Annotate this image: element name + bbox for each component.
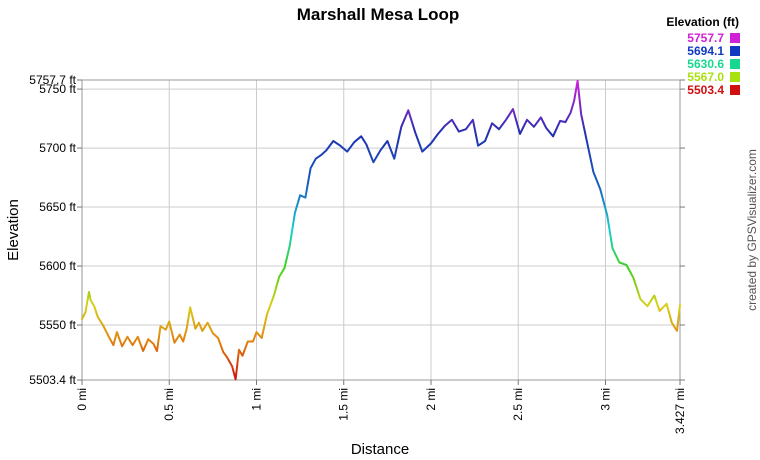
- x-tick-label: 2 mi: [424, 388, 438, 411]
- elevation-legend: Elevation (ft) 5757.75694.15630.65567.05…: [666, 15, 740, 97]
- gpsvisualizer-credit: created by GPSVisualizer.com: [745, 149, 759, 311]
- legend-swatch: [730, 72, 740, 82]
- y-tick-label: 5550 ft: [39, 318, 76, 332]
- legend-entry-label: 5694.1: [687, 44, 724, 58]
- legend-entry-label: 5567.0: [687, 70, 724, 84]
- plot-area-border: [81, 79, 681, 381]
- y-axis-ticks: 5503.4 ft 5550 ft 5600 ft 5650 ft 5700 ft 575…: [29, 73, 685, 387]
- y-tick-label: 5700 ft: [39, 141, 76, 155]
- x-tick-label: 0.5 mi: [162, 388, 176, 421]
- legend-title: Elevation (ft): [666, 15, 739, 29]
- x-tick-label: 3.427 mi: [673, 388, 687, 434]
- legend-swatch: [730, 59, 740, 69]
- x-tick-label: 0 mi: [75, 388, 89, 411]
- legend-entry-label: 5503.4: [687, 83, 724, 97]
- plot-grid: [82, 80, 680, 380]
- legend-swatch: [730, 33, 740, 43]
- legend-entry-label: 5757.7: [687, 31, 724, 45]
- legend-swatch: [730, 46, 740, 56]
- y-tick-label: 5600 ft: [39, 259, 76, 273]
- x-tick-label: 2.5 mi: [511, 388, 525, 421]
- y-tick-label: 5750 ft: [39, 82, 76, 96]
- legend-swatch: [730, 85, 740, 95]
- chart-title: Marshall Mesa Loop: [297, 5, 459, 24]
- y-tick-label: 5650 ft: [39, 200, 76, 214]
- x-tick-label: 1 mi: [249, 388, 263, 411]
- y-tick-label: 5757.7 ft: [29, 73, 76, 87]
- x-tick-label: 3 mi: [598, 388, 612, 411]
- y-axis-label: Elevation: [5, 199, 22, 261]
- x-axis-ticks: 0 mi 0.5 mi 1 mi 1.5 mi 2 mi 2.5 mi 3 mi 3.427 …: [75, 380, 687, 434]
- x-tick-label: 1.5 mi: [337, 388, 351, 421]
- x-axis-label: Distance: [351, 441, 409, 458]
- legend-entry-label: 5630.6: [687, 57, 724, 71]
- elevation-line: [81, 79, 681, 381]
- y-tick-label: 5503.4 ft: [29, 373, 76, 387]
